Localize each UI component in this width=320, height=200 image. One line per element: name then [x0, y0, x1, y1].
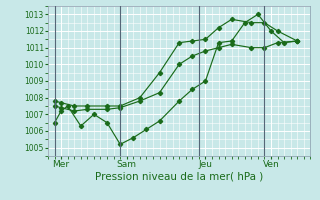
X-axis label: Pression niveau de la mer( hPa ): Pression niveau de la mer( hPa ) [95, 172, 263, 182]
